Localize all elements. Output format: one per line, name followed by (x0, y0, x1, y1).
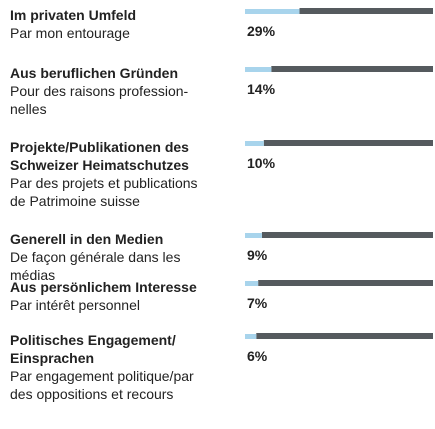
label-de: Aus persönlichem Interesse (10, 279, 197, 295)
bar-remainder (258, 280, 433, 286)
label-fr: De façon générale dans les (10, 249, 181, 265)
bar (245, 67, 272, 72)
label-de: Politisches Engagement/ (10, 332, 176, 348)
label-fr: Par mon entourage (10, 25, 130, 41)
label-de: Generell in den Medien (10, 231, 164, 247)
bar-remainder (299, 8, 433, 14)
bar (245, 233, 262, 238)
label-fr: de Patrimoine suisse (10, 193, 140, 209)
bar (245, 281, 259, 286)
label-fr: nelles (10, 101, 47, 117)
bar-remainder (261, 232, 433, 238)
label-fr: médias (10, 267, 56, 283)
label-de: Aus beruflichen Gründen (10, 65, 179, 81)
label-fr: des oppositions et recours (10, 386, 174, 402)
bar (245, 141, 264, 146)
label-de: Einsprachen (10, 350, 95, 366)
label-fr: Par intérêt personnel (10, 297, 140, 313)
label-fr: Par des projets et publications (10, 175, 198, 191)
value-label: 29% (247, 23, 276, 39)
bar (245, 9, 300, 14)
bar (245, 334, 257, 339)
bar-remainder (263, 140, 433, 146)
value-label: 7% (247, 295, 268, 311)
bar-remainder (271, 66, 433, 72)
value-label: 14% (247, 81, 276, 97)
label-de: Schweizer Heimatschutzes (10, 157, 189, 173)
label-fr: Pour des raisons profession- (10, 83, 189, 99)
value-label: 6% (247, 348, 268, 364)
label-fr: Par engagement politique/par (10, 368, 194, 384)
label-de: Projekte/Publikationen des (10, 139, 189, 155)
value-label: 9% (247, 247, 268, 263)
label-de: Im privaten Umfeld (10, 7, 137, 23)
bar-remainder (256, 333, 433, 339)
value-label: 10% (247, 155, 276, 171)
